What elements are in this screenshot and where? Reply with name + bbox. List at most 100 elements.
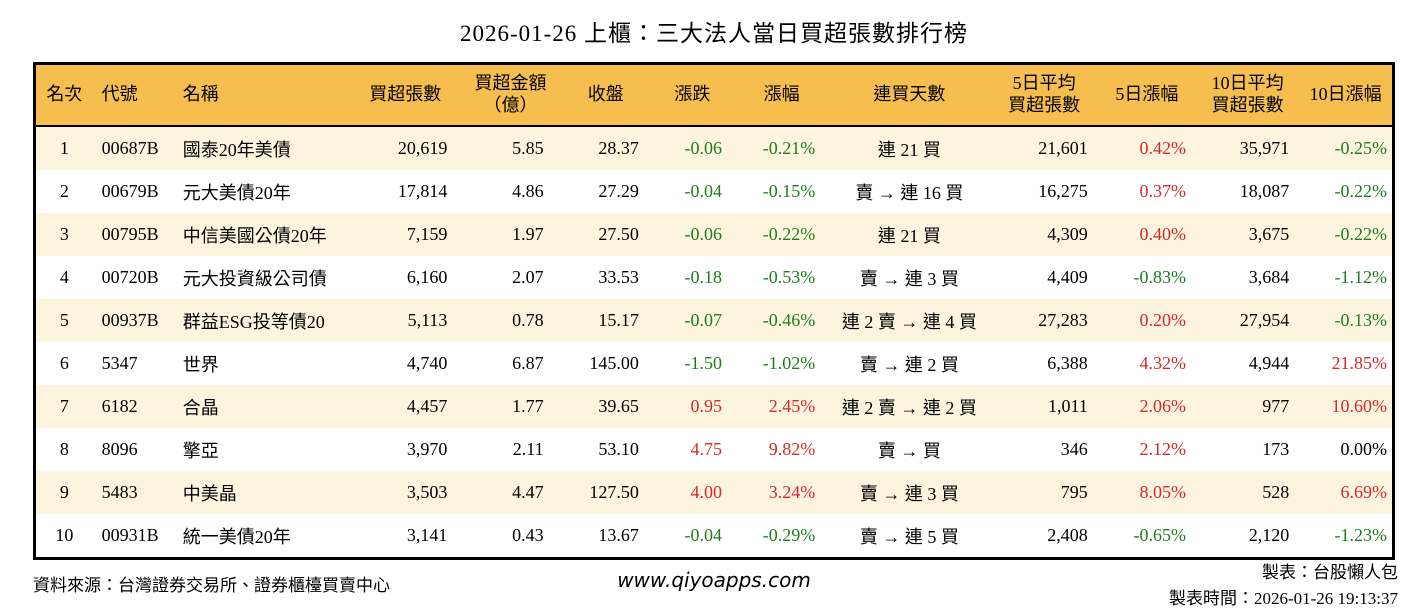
cell-pct5: 0.42% — [1139, 138, 1186, 158]
cell-netbuy: 6,160 — [406, 267, 448, 287]
cell-chg: -0.18 — [684, 267, 723, 287]
cell-amount: 5.85 — [512, 138, 544, 158]
credit-timestamp: 製表時間：2026-01-26 19:13:37 — [1168, 589, 1398, 608]
cell-chg: -1.50 — [684, 353, 723, 373]
table-row: 8 8096 擎亞 3,970 2.11 53.10 4.75 9.82% 賣 → 買 346 2.… — [34, 428, 1394, 471]
cell-name: 統一美債20年 — [182, 526, 291, 547]
cell-close: 53.10 — [598, 439, 639, 459]
cell-avg5: 6,388 — [1047, 353, 1088, 373]
cell-avg10: 528 — [1262, 482, 1290, 502]
cell-rank: 9 — [59, 482, 69, 502]
cell-close: 28.37 — [598, 138, 639, 158]
cell-code: 5483 — [101, 482, 138, 502]
cell-pct5: 2.06% — [1139, 396, 1186, 416]
cell-pct10: -0.22% — [1334, 181, 1388, 201]
cell-avg10: 35,971 — [1239, 138, 1290, 158]
cell-name: 擎亞 — [182, 440, 219, 461]
cell-chg: -0.04 — [684, 181, 723, 201]
col-header-chgpct: 漲幅 — [735, 63, 829, 127]
cell-netbuy: 3,970 — [406, 439, 448, 459]
cell-avg10: 18,087 — [1239, 181, 1290, 201]
col-header-pct5: 5日漲幅 — [1097, 63, 1196, 127]
cell-rank: 7 — [59, 396, 69, 416]
cell-chg: -0.06 — [684, 224, 723, 244]
cell-streak: 連 2 賣 → 連 4 買 — [841, 311, 977, 332]
col-header-name: 名稱 — [174, 63, 352, 127]
cell-pct10: 0.00% — [1340, 439, 1388, 459]
cell-netbuy: 20,619 — [397, 138, 448, 158]
cell-pct10: -0.25% — [1334, 138, 1388, 158]
cell-avg10: 977 — [1262, 396, 1290, 416]
table-row: 2 00679B 元大美債20年 17,814 4.86 27.29 -0.04 -0.15%… — [34, 170, 1394, 213]
cell-name: 元大投資級公司債 — [182, 268, 327, 289]
cell-avg10: 3,675 — [1248, 224, 1290, 244]
cell-close: 127.50 — [589, 482, 639, 502]
cell-avg5: 1,011 — [1047, 396, 1088, 416]
table-row: 10 00931B 統一美債20年 3,141 0.43 13.67 -0.04 -0.29%… — [34, 514, 1394, 559]
cell-amount: 6.87 — [512, 353, 544, 373]
table-row: 5 00937B 群益ESG投等債20 5,113 0.78 15.17 -0.07 -0.4… — [34, 299, 1394, 342]
col-header-amount: 買超金額 （億） — [459, 63, 562, 127]
cell-name: 世界 — [182, 354, 219, 375]
header-row: 名次 代號 名稱 買超張數 買超金額 （億） 收盤 漲跌 漲幅 連買天數 5日平均 買超張數 5日漲… — [34, 63, 1394, 127]
cell-netbuy: 3,503 — [406, 482, 448, 502]
cell-netbuy: 4,740 — [406, 353, 448, 373]
cell-avg5: 795 — [1060, 482, 1088, 502]
cell-avg5: 16,275 — [1038, 181, 1088, 201]
website-url: www.qiyoapps.com — [617, 568, 811, 592]
col-header-streak: 連買天數 — [828, 63, 991, 127]
cell-streak: 賣 → 連 2 買 — [859, 354, 959, 375]
col-header-pct10: 10日漲幅 — [1299, 63, 1394, 127]
col-header-code: 代號 — [92, 63, 175, 127]
cell-avg5: 21,601 — [1038, 138, 1088, 158]
cell-amount: 0.43 — [512, 525, 544, 545]
cell-chgpct: 2.45% — [768, 396, 816, 416]
cell-chgpct: -0.22% — [762, 224, 816, 244]
cell-name: 合晶 — [182, 397, 219, 418]
cell-code: 00795B — [101, 224, 159, 244]
cell-pct10: 6.69% — [1340, 482, 1388, 502]
cell-name: 中美晶 — [182, 483, 237, 504]
cell-code: 8096 — [101, 439, 138, 459]
col-header-avg5: 5日平均 買超張數 — [990, 63, 1098, 127]
table-row: 3 00795B 中信美國公債20年 7,159 1.97 27.50 -0.06 -0.22… — [34, 213, 1394, 256]
cell-pct10: -0.22% — [1334, 224, 1388, 244]
cell-close: 33.53 — [598, 267, 639, 287]
cell-streak: 賣 → 連 5 買 — [859, 526, 959, 547]
cell-chgpct: -0.53% — [762, 267, 816, 287]
cell-rank: 4 — [59, 267, 69, 287]
cell-name: 國泰20年美債 — [182, 139, 291, 160]
cell-close: 27.29 — [598, 181, 639, 201]
cell-chg: 4.00 — [690, 482, 723, 502]
table-row: 1 00687B 國泰20年美債 20,619 5.85 28.37 -0.06 -0.21%… — [34, 126, 1394, 170]
cell-chg: -0.04 — [684, 525, 723, 545]
ranking-table: 名次 代號 名稱 買超張數 買超金額 （億） 收盤 漲跌 漲幅 連買天數 5日平均 買超張數 5日漲… — [33, 62, 1395, 560]
data-source-note: 資料來源：台灣證券交易所、證券櫃檯買賣中心 — [33, 576, 390, 595]
cell-close: 15.17 — [598, 310, 639, 330]
cell-chgpct: -1.02% — [762, 353, 816, 373]
cell-avg5: 4,409 — [1047, 267, 1088, 287]
cell-close: 13.67 — [598, 525, 639, 545]
cell-pct10: -1.12% — [1334, 267, 1388, 287]
cell-chg: -0.07 — [684, 310, 723, 330]
page-title: 2026-01-26 上櫃：三大法人當日買超張數排行榜 — [459, 21, 969, 46]
cell-pct10: -0.13% — [1334, 310, 1388, 330]
cell-code: 00687B — [101, 138, 159, 158]
table-row: 6 5347 世界 4,740 6.87 145.00 -1.50 -1.02% 賣 → 連 2… — [34, 342, 1394, 385]
cell-avg10: 4,944 — [1248, 353, 1290, 373]
cell-streak: 賣 → 連 3 買 — [859, 483, 959, 504]
cell-amount: 2.07 — [512, 267, 544, 287]
cell-amount: 4.86 — [512, 181, 544, 201]
cell-code: 00679B — [101, 181, 159, 201]
cell-netbuy: 17,814 — [397, 181, 448, 201]
cell-pct5: 2.12% — [1139, 439, 1186, 459]
cell-streak: 連 21 買 — [877, 139, 941, 160]
cell-chgpct: 9.82% — [768, 439, 816, 459]
cell-avg5: 2,408 — [1047, 525, 1088, 545]
cell-avg5: 27,283 — [1038, 310, 1088, 330]
cell-chg: 0.95 — [690, 396, 723, 416]
cell-avg10: 173 — [1262, 439, 1290, 459]
cell-pct5: 0.37% — [1139, 181, 1186, 201]
col-header-netbuy: 買超張數 — [351, 63, 460, 127]
